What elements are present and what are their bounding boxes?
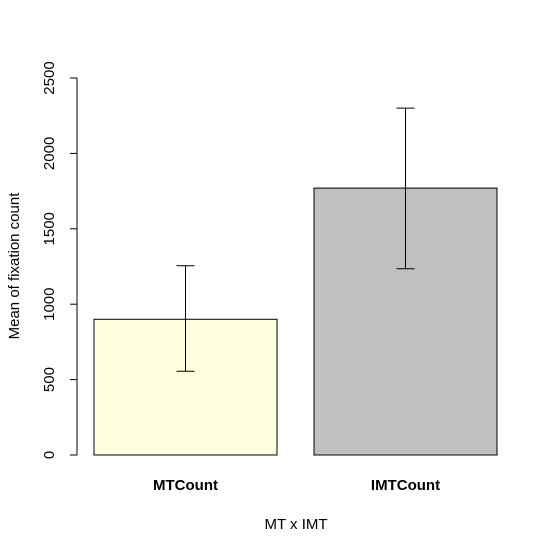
- error-bars: [176, 107, 415, 372]
- x-axis-title: MT x IMT: [264, 516, 327, 533]
- category-label-MTCount: MTCount: [153, 477, 218, 494]
- y-axis-title: Mean of fixation count: [6, 192, 23, 340]
- bars: [93, 187, 498, 456]
- y-tick-label-5: 2500: [41, 61, 58, 94]
- y-tick-label-4: 2000: [41, 137, 58, 170]
- y-tick-label-2: 1000: [41, 288, 58, 321]
- category-labels: MTCount IMTCount: [153, 477, 440, 494]
- y-tick-label-1: 500: [41, 367, 58, 392]
- y-tick-label-0: 0: [41, 451, 58, 459]
- y-tick-label-3: 1500: [41, 212, 58, 245]
- category-label-IMTCount: IMTCount: [371, 477, 440, 494]
- y-axis: 0 500 1000 1500 2000 2500: [41, 61, 78, 459]
